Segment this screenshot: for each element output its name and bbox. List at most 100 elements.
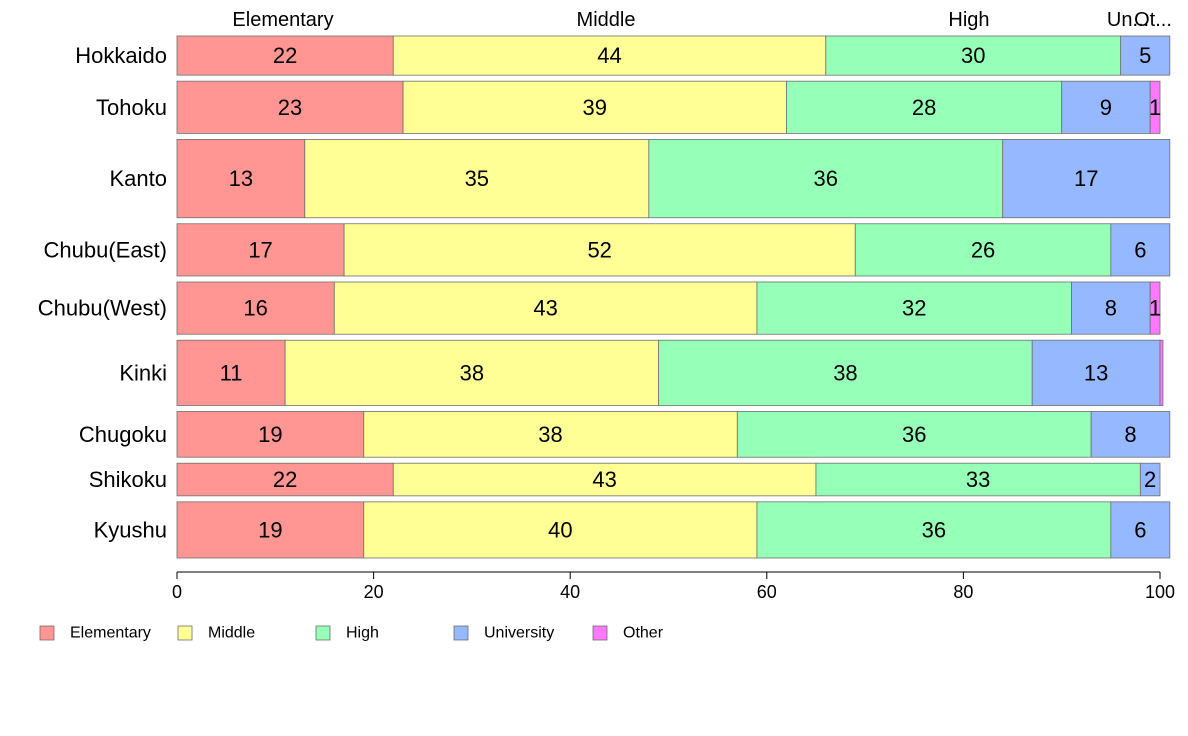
- column-label-university: Un...: [1107, 9, 1149, 31]
- data-label-chubu-west-other: 1: [1149, 296, 1161, 321]
- data-label-tohoku-high: 28: [912, 95, 936, 120]
- bar-segment-chubu-east-university: [1110, 223, 1171, 277]
- data-label-hokkaido-elementary: 22: [273, 43, 297, 68]
- legend-label-high: High: [346, 625, 379, 642]
- data-label-chubu-east-university: 6: [1134, 237, 1146, 262]
- bar-segment-chubu-east-elementary: [176, 223, 345, 277]
- data-label-chubu-west-elementary: 16: [243, 296, 267, 321]
- data-label-chubu-east-middle: 52: [587, 237, 611, 262]
- bar-segment-kyushu-elementary: [176, 501, 365, 559]
- category-label-kanto: Kanto: [110, 166, 168, 191]
- data-label-kinki-middle: 38: [460, 360, 484, 385]
- column-label-other: Ot...: [1134, 9, 1172, 31]
- column-label-middle: Middle: [577, 9, 636, 31]
- bar-segment-chubu-west-other: [1149, 281, 1161, 335]
- data-label-kanto-elementary: 13: [229, 166, 253, 191]
- data-label-kyushu-middle: 40: [548, 517, 572, 542]
- bar-segment-chubu-east-middle: [343, 223, 856, 277]
- legend-swatch-other: [592, 625, 608, 641]
- data-label-shikoku-elementary: 22: [273, 467, 297, 492]
- category-label-kyushu: Kyushu: [94, 517, 167, 542]
- x-tick-label-60: 60: [757, 582, 777, 602]
- category-label-chubu-west: Chubu(West): [38, 296, 167, 321]
- x-tick-label-20: 20: [364, 582, 384, 602]
- bar-segment-chubu-east-high: [854, 223, 1112, 277]
- data-label-chugoku-middle: 38: [538, 422, 562, 447]
- bar-segment-tohoku-elementary: [176, 80, 404, 134]
- bar-segment-tohoku-high: [786, 80, 1063, 134]
- bar-segment-tohoku-university: [1061, 80, 1151, 134]
- data-label-chubu-west-middle: 43: [533, 296, 557, 321]
- x-tick-label-0: 0: [172, 582, 182, 602]
- category-label-kinki: Kinki: [119, 360, 167, 385]
- bar-segment-chubu-west-middle: [333, 281, 758, 335]
- bar-segment-tohoku-middle: [402, 80, 787, 134]
- bar-segment-hokkaido-university: [1120, 35, 1171, 76]
- data-label-tohoku-other: 1: [1149, 95, 1161, 120]
- bar-segment-shikoku-high: [815, 462, 1141, 497]
- bar-segment-kinki-elementary: [176, 339, 286, 406]
- x-tick-label-80: 80: [953, 582, 973, 602]
- data-label-kyushu-high: 36: [922, 517, 946, 542]
- bar-segment-chubu-west-high: [756, 281, 1072, 335]
- bar-segment-kanto-elementary: [176, 139, 306, 219]
- bar-segment-hokkaido-middle: [392, 35, 827, 76]
- bar-segment-chugoku-middle: [363, 411, 738, 458]
- legend-label-other: Other: [623, 625, 664, 642]
- legend-swatch-high: [315, 625, 331, 641]
- data-label-kanto-middle: 35: [465, 166, 489, 191]
- bar-segment-shikoku-university: [1139, 462, 1161, 497]
- legend-label-university: University: [484, 625, 554, 642]
- legend-label-elementary: Elementary: [70, 625, 151, 642]
- legend-label-middle: Middle: [208, 625, 255, 642]
- data-label-hokkaido-middle: 44: [597, 43, 621, 68]
- data-label-shikoku-high: 33: [966, 467, 990, 492]
- data-label-kinki-elementary: 11: [220, 360, 243, 385]
- category-label-chubu-east: Chubu(East): [43, 237, 167, 262]
- column-label-high: High: [948, 9, 989, 31]
- category-label-shikoku: Shikoku: [89, 467, 167, 492]
- bar-segment-kinki-middle: [284, 339, 660, 406]
- data-label-kinki-university: 13: [1084, 360, 1108, 385]
- bar-segment-chugoku-elementary: [176, 411, 365, 458]
- bar-segment-hokkaido-elementary: [176, 35, 394, 76]
- bar-segment-chugoku-university: [1090, 411, 1171, 458]
- data-label-chubu-west-university: 8: [1105, 296, 1117, 321]
- category-label-chugoku: Chugoku: [79, 422, 167, 447]
- legend-swatch-university: [453, 625, 469, 641]
- data-label-shikoku-university: 2: [1144, 467, 1156, 492]
- data-label-chugoku-high: 36: [902, 422, 926, 447]
- data-label-tohoku-university: 9: [1100, 95, 1112, 120]
- bar-segment-kinki-high: [658, 339, 1033, 406]
- bar-segment-kyushu-university: [1110, 501, 1171, 559]
- data-label-chugoku-university: 8: [1124, 422, 1136, 447]
- bar-segment-tohoku-other: [1149, 80, 1161, 134]
- data-label-kinki-high: 38: [833, 360, 857, 385]
- x-tick-label-40: 40: [560, 582, 580, 602]
- x-tick-label-100: 100: [1145, 582, 1175, 602]
- data-label-kanto-university: 17: [1074, 166, 1098, 191]
- bar-segment-kanto-high: [648, 139, 1004, 219]
- data-label-kyushu-university: 6: [1134, 517, 1146, 542]
- category-label-tohoku: Tohoku: [96, 95, 167, 120]
- data-label-chubu-east-high: 26: [971, 237, 995, 262]
- data-label-tohoku-elementary: 23: [278, 95, 302, 120]
- bar-segment-kinki-university: [1031, 339, 1161, 406]
- legend-swatch-elementary: [39, 625, 55, 641]
- data-label-hokkaido-high: 30: [961, 43, 985, 68]
- bar-segment-kinki-other: [1159, 339, 1164, 406]
- data-label-shikoku-middle: 43: [592, 467, 616, 492]
- column-label-elementary: Elementary: [232, 9, 333, 31]
- data-label-chugoku-elementary: 19: [258, 422, 282, 447]
- legend-swatch-middle: [177, 625, 193, 641]
- bar-segment-shikoku-elementary: [176, 462, 394, 497]
- category-label-hokkaido: Hokkaido: [75, 43, 167, 68]
- data-label-chubu-west-high: 32: [902, 296, 926, 321]
- bar-segment-kyushu-high: [756, 501, 1112, 559]
- bar-segment-hokkaido-high: [825, 35, 1122, 76]
- data-label-kyushu-elementary: 19: [258, 517, 282, 542]
- data-label-tohoku-middle: 39: [583, 95, 607, 120]
- bar-segment-kanto-university: [1002, 139, 1171, 219]
